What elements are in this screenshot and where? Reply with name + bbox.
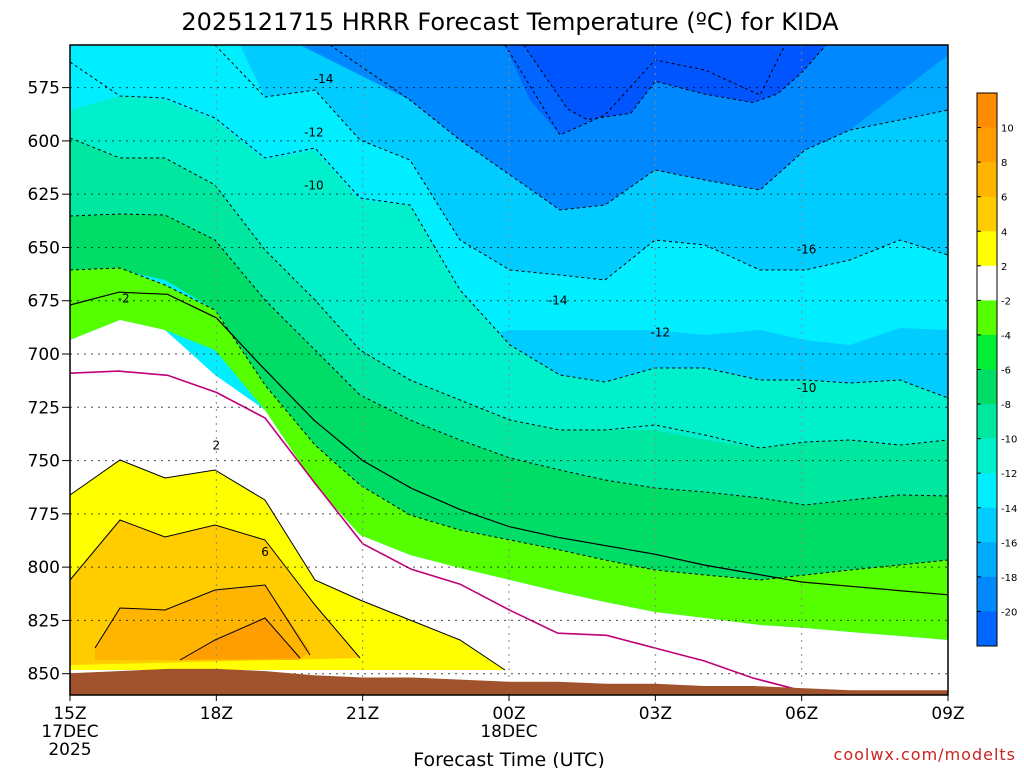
colorbar-swatch [977, 473, 997, 509]
contour-label: -12 [650, 326, 670, 340]
x-axis-title: Forecast Time (UTC) [413, 749, 604, 768]
series-coldest-band [522, 44, 828, 121]
colorbar-swatch [977, 231, 997, 267]
colorbar-tick-label: -10 [1001, 435, 1017, 446]
x-tick-label: 21Z [346, 704, 379, 724]
colorbar-swatch [977, 127, 997, 163]
colorbar-swatch [977, 404, 997, 440]
x-tick-sublabel: 17DEC [41, 722, 98, 742]
surface-layer [69, 668, 949, 696]
isotherm-dashed [69, 61, 949, 399]
y-tick-label: 625 [28, 185, 60, 205]
colorbar-tick-label: 8 [1001, 158, 1007, 169]
isotherm-solid [69, 459, 506, 671]
plot-area: -14 -12 -10 -2 2 6 -14 -12 -10 -16 [69, 44, 949, 696]
band-fill [70, 214, 948, 580]
x-tick-label: 00Z [492, 704, 525, 724]
contour-label: 6 [261, 545, 269, 559]
contour-label: 2 [213, 439, 221, 453]
series-line-1 [69, 291, 949, 596]
isotherm-dashed [214, 44, 949, 281]
contour-label: -12 [304, 125, 324, 139]
temperature-bands [70, 44, 948, 695]
colorbar-tick-label: 4 [1001, 227, 1007, 238]
colorbar-tick-label: -16 [1001, 538, 1017, 549]
y-tick-label: 650 [28, 238, 60, 258]
series-line-2 [69, 370, 802, 692]
colorbar-tick-label: 10 [1001, 124, 1014, 135]
isotherm-solid [69, 519, 361, 659]
isotherm-dashed [69, 267, 949, 581]
y-axis: 575 600 625 650 675 700 725 750 775 800 825 850 [28, 79, 70, 685]
contour-label: -10 [797, 381, 817, 395]
x-tick-sublabel: 2025 [48, 740, 91, 760]
colorbar-swatch [977, 611, 997, 647]
y-tick-label: 850 [28, 665, 60, 685]
colorbar-tick-label: -8 [1001, 400, 1011, 411]
x-tick-label: 18Z [200, 704, 233, 724]
y-tick-label: 575 [28, 79, 60, 99]
colorbar-swatch [977, 162, 997, 198]
colorbar-swatch [977, 300, 997, 336]
colorbar-swatch [977, 93, 997, 129]
x-tick-label: 06Z [785, 704, 818, 724]
contour-label: -14 [548, 294, 568, 308]
y-tick-label: 750 [28, 452, 60, 472]
y-tick-label: 775 [28, 505, 60, 525]
y-tick-label: 700 [28, 345, 60, 365]
band-fill [70, 268, 948, 640]
contour-labels: -14 -12 -10 -2 2 6 -14 -12 -10 -16 [118, 72, 817, 559]
y-tick-label: 825 [28, 611, 60, 631]
isotherm-dashed [69, 137, 949, 449]
contour-label: -14 [314, 72, 334, 86]
isotherm-dashed [69, 213, 949, 506]
isotherm-solid [179, 617, 301, 661]
colorbar-tick-label: -14 [1001, 504, 1017, 515]
colorbar-tick-label: -20 [1001, 607, 1017, 618]
isotherm-solid [94, 584, 311, 656]
chart-title: 2025121715 HRRR Forecast Temperature (ºC… [181, 8, 839, 36]
colorbar-tick-label: 6 [1001, 193, 1007, 204]
contour-label: -16 [797, 243, 817, 257]
colorbar-tick-label: -4 [1001, 331, 1011, 342]
colorbar-tick-label: -2 [1001, 296, 1011, 307]
colorbar-tick-label: -18 [1001, 573, 1017, 584]
x-tick-label: 15Z [53, 704, 86, 724]
y-tick-label: 800 [28, 558, 60, 578]
x-tick-label: 09Z [931, 704, 964, 724]
colorbar-swatch [977, 369, 997, 405]
colorbar-swatch [977, 438, 997, 474]
colorbar-swatch [977, 507, 997, 543]
colorbar-tick-label: -12 [1001, 469, 1017, 480]
colorbar-swatch [977, 542, 997, 578]
band-fill [70, 96, 948, 448]
contour-label: -10 [304, 179, 324, 193]
x-tick-sublabel: 18DEC [480, 722, 537, 742]
colorbar-tick-label: -6 [1001, 366, 1011, 377]
colorbar-swatch [977, 334, 997, 370]
colorbar: 10 8 6 4 2 -2 -4 -6 -8 -10 -12 -14 -16 -18 -20 [976, 92, 1017, 647]
colorbar-swatch [977, 576, 997, 612]
watermark: coolwx.com/modelts [834, 745, 1016, 764]
colorbar-tick-label: 2 [1001, 262, 1007, 273]
colorbar-swatch [977, 196, 997, 232]
band-fill [180, 618, 300, 660]
y-tick-label: 600 [28, 132, 60, 152]
y-tick-label: 675 [28, 292, 60, 312]
y-tick-label: 725 [28, 398, 60, 418]
colorbar-swatch [977, 265, 997, 301]
series-surface [69, 668, 949, 696]
contour-label: -2 [118, 292, 130, 306]
x-tick-label: 03Z [639, 704, 672, 724]
